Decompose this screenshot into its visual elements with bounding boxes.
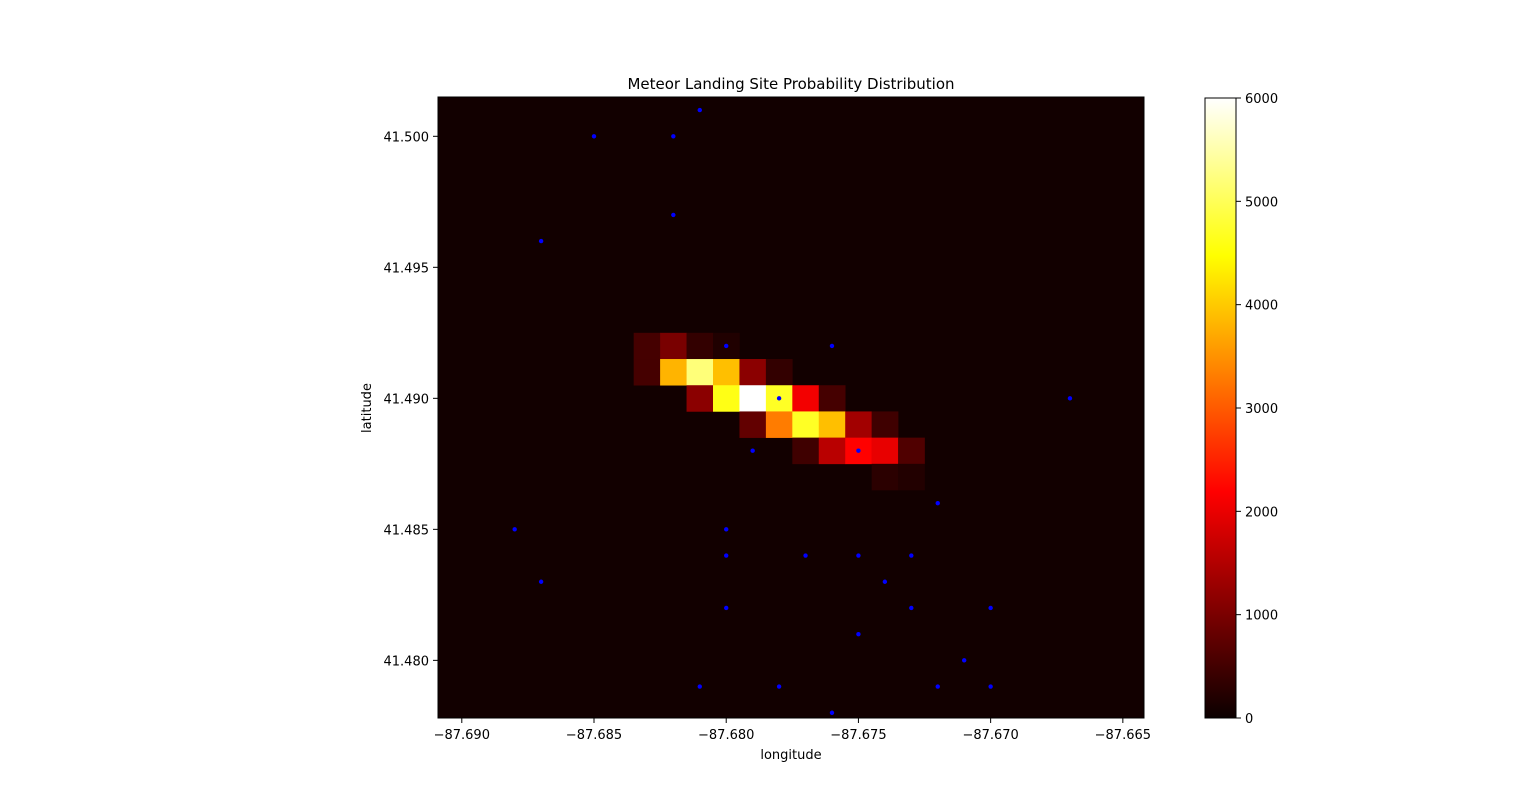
x-tick-label: −87.670 [962,728,1018,743]
x-tick-label: −87.665 [1095,728,1151,743]
heatmap-cell [792,385,820,412]
site-point [724,605,729,611]
heatmap-cell [739,359,767,386]
site-point [538,579,544,584]
colorbar-tick-label: 0 [1245,712,1253,727]
y-axis-label: latitude [360,383,375,433]
y-tick-label: 41.485 [384,523,430,538]
heatmap-cell [792,411,820,438]
site-points [512,107,1073,715]
heatmap-cell [739,385,767,412]
heatmap-cell [818,437,846,465]
x-tick-label: −87.680 [698,728,754,743]
site-point [988,684,993,689]
colorbar-tick-label: 5000 [1245,195,1278,210]
heatmap-cell [713,385,740,412]
heatmap-cell [898,463,925,491]
site-point [671,212,676,218]
site-point [776,684,782,689]
colorbar-tick-label: 3000 [1245,402,1278,417]
chart-title: Meteor Landing Site Probability Distribu… [627,75,954,93]
site-point [856,631,861,637]
site-point [1067,396,1073,401]
site-point [671,134,676,139]
heatmap-cell [765,411,793,438]
site-point [856,448,861,453]
plot-frame [437,96,1145,719]
y-tick-label: 41.500 [384,130,430,145]
site-point [988,605,993,611]
site-point [829,343,835,349]
heatmap-cell [633,359,661,386]
x-axis: −87.690 −87.685 −87.680 −87.675 −87.670 −87.6… [434,718,1151,743]
site-point [961,658,967,663]
heatmap-cell [739,411,767,438]
site-point [909,553,914,558]
site-point [935,500,940,506]
heatmap-cell [686,332,714,360]
site-point [697,107,702,113]
y-tick-label: 41.490 [384,392,430,407]
site-point [724,527,729,532]
y-tick-label: 41.495 [384,261,430,276]
heatmap-cell [871,437,899,465]
x-axis-label: longitude [760,748,821,763]
heatmap-cell [686,359,714,386]
heatmap-cell [660,359,687,386]
site-point [724,343,729,349]
heatmap-cell [765,359,793,386]
heatmap-cell [660,332,687,360]
heatmap-cell [818,385,846,412]
x-tick-label: −87.685 [566,728,622,743]
y-axis: 41.480 41.485 41.490 41.495 41.500 [384,130,438,669]
heatmap-cell [818,411,846,438]
colorbar-ticks: 0 1000 2000 3000 4000 5000 6000 [1236,92,1278,727]
heatmap-cell [713,359,740,386]
colorbar: 0 1000 2000 3000 4000 5000 6000 [1204,92,1278,727]
colorbar-tick-label: 4000 [1245,299,1278,314]
x-tick-label: −87.690 [434,728,490,743]
heatmap-cell [792,437,820,465]
colorbar-tick-label: 2000 [1245,505,1278,520]
site-point [591,134,597,139]
site-point [829,710,835,715]
colorbar-tick-label: 1000 [1245,609,1278,624]
heatmap-cell [898,437,925,465]
y-tick-label: 41.480 [384,654,430,669]
site-point [750,448,755,453]
site-point [803,553,808,558]
site-point [724,553,729,558]
site-point [538,238,544,244]
heatmap-cell [871,463,899,491]
site-point [856,553,861,558]
heatmap-cell [633,332,661,360]
site-point [882,579,888,584]
heatmap-cell [845,411,872,438]
heatmap-cell [871,411,899,438]
plot-area [437,96,1145,719]
x-tick-label: −87.675 [830,728,886,743]
site-point [935,684,940,689]
site-point [909,605,914,611]
site-point [512,527,517,532]
heatmap-cells [633,332,925,491]
site-point [697,684,702,689]
site-point [776,396,782,401]
colorbar-gradient [1204,97,1237,719]
heatmap-cell [686,385,714,412]
colorbar-tick-label: 6000 [1245,92,1278,107]
